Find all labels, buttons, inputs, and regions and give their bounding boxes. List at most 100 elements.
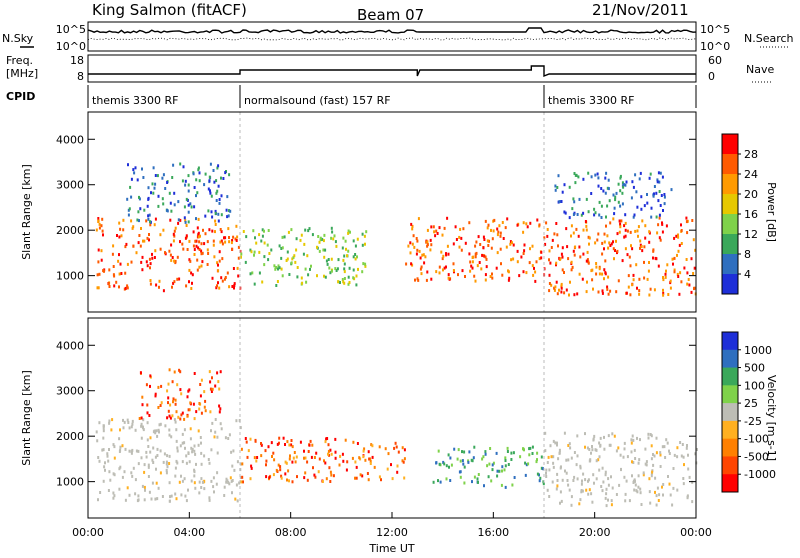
data-cell [348,281,351,284]
data-cell [648,490,651,494]
data-cell [571,265,574,269]
data-cell [603,268,606,272]
data-cell [342,459,345,463]
data-cell [309,267,311,271]
data-cell [160,384,163,388]
data-cell [463,481,466,485]
data-cell [146,204,149,208]
noise-left-tick-lo: 10^0 [56,40,86,53]
data-cell [484,278,487,282]
data-cell [356,442,359,445]
data-cell [216,189,219,193]
data-cell [686,282,689,286]
data-cell [131,474,134,478]
data-cell [624,234,627,238]
data-cell [112,273,115,277]
data-cell [171,380,174,384]
data-cell [98,459,101,463]
nsky-label: N.Sky [2,32,34,45]
data-cell [534,279,537,283]
data-cell [619,174,622,178]
data-cell [184,219,187,223]
data-cell [663,445,666,449]
colorbar-tick-label: -500 [744,450,769,463]
data-cell [459,475,462,479]
data-cell [556,443,558,447]
data-cell [631,247,634,251]
data-cell [166,416,169,420]
data-cell [174,259,177,263]
colorbar-band [722,456,738,475]
data-cell [198,402,201,405]
data-cell [215,191,218,195]
data-cell [188,408,191,412]
data-cell [586,250,589,254]
data-cell [471,266,474,270]
data-cell [215,179,218,183]
data-cell [582,177,585,181]
data-cell [295,455,298,459]
data-cell [595,477,598,481]
data-cell [653,288,656,292]
data-cell [435,229,438,233]
data-cell [630,196,633,200]
data-cell [198,480,201,484]
data-cell [230,241,233,245]
data-cell [204,172,207,176]
data-cell [233,284,236,287]
data-cell [95,228,98,232]
data-cell [307,450,310,453]
data-cell [607,498,609,502]
data-cell [600,485,603,488]
data-cell [652,453,654,456]
freq-tick-hi: 18 [70,54,84,67]
data-cell [468,450,471,454]
noise-search-line [87,37,697,41]
data-cell [500,262,502,266]
x-tick-label: 00:00 [72,526,104,539]
data-cell [180,474,182,478]
data-cell [209,380,212,384]
data-cell [228,285,231,289]
data-cell [220,427,223,431]
data-cell [159,233,162,237]
data-cell [96,286,99,290]
data-cell [615,290,618,294]
data-cell [475,251,478,255]
data-cell [170,209,173,213]
data-cell [251,271,254,275]
data-cell [576,477,579,481]
data-cell [123,420,126,424]
data-cell [324,461,327,465]
data-cell [415,252,418,256]
data-cell [485,265,488,269]
data-cell [555,261,558,265]
data-cell [369,462,372,465]
data-cell [634,457,637,460]
data-cell [548,258,550,262]
data-cell [331,230,334,234]
data-cell [299,440,302,444]
data-cell [652,256,654,260]
data-cell [291,445,294,449]
data-cell [528,447,531,451]
data-cell [166,465,169,469]
data-cell [237,274,240,278]
data-cell [535,260,538,264]
data-cell [220,194,223,198]
data-cell [323,459,325,463]
data-cell [130,177,133,181]
data-cell [631,474,633,478]
data-cell [183,441,186,445]
data-cell [579,464,582,468]
data-cell [585,290,588,294]
data-cell [578,245,581,249]
data-cell [676,253,678,257]
data-cell [97,219,100,223]
data-cell [97,248,100,252]
data-cell [131,422,134,426]
data-cell [293,254,296,258]
data-cell [236,235,239,239]
data-cell [646,201,649,205]
